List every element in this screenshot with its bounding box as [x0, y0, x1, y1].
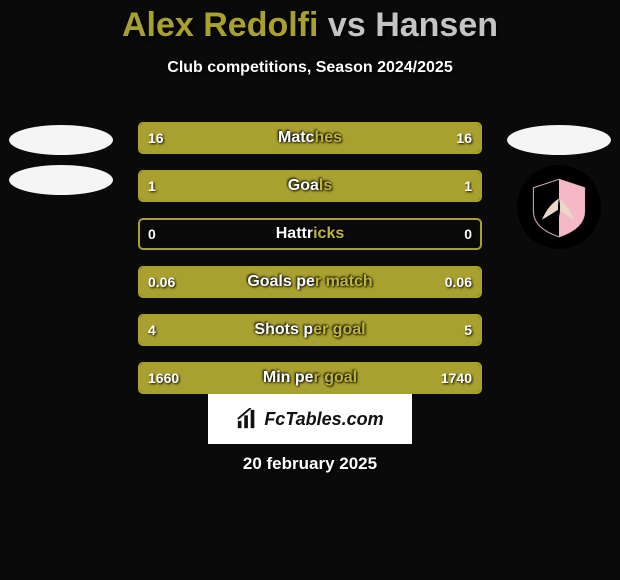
stat-value-right: 5: [456, 316, 480, 344]
stat-bar-row: 45Shots per goal: [138, 314, 482, 346]
source-badge: FcTables.com: [208, 394, 412, 444]
subtitle: Club competitions, Season 2024/2025: [0, 59, 620, 77]
stat-value-left: 0.06: [140, 268, 183, 296]
stat-value-left: 4: [140, 316, 164, 344]
player-left-photo-placeholder: [9, 125, 113, 155]
title-player-left: Alex Redolfi: [122, 6, 318, 44]
player-left-club-placeholder: [9, 165, 113, 195]
chart-icon: [236, 408, 258, 430]
stat-bar-fill-right: [290, 316, 480, 344]
source-badge-label: FcTables.com: [264, 409, 383, 430]
stat-value-left: 0: [140, 220, 164, 248]
stat-bar-row: 0.060.06Goals per match: [138, 266, 482, 298]
stat-bar-row: 1616Matches: [138, 122, 482, 154]
stat-value-left: 1: [140, 172, 164, 200]
stat-value-right: 1740: [433, 364, 480, 392]
palermo-badge-icon: [527, 175, 591, 239]
player-right-club-badge: [517, 165, 601, 249]
stat-bar-row: 0 0Hattricks: [138, 218, 482, 250]
stat-bar-fill-left: [140, 172, 310, 200]
stat-value-left: 16: [140, 124, 172, 152]
player-right-avatar-zone: [504, 115, 614, 249]
player-left-avatar-zone: [6, 115, 116, 195]
page-title: Alex Redolfi vs Hansen: [0, 0, 620, 45]
title-vs: vs: [328, 6, 366, 44]
title-player-right: Hansen: [375, 6, 498, 44]
stat-value-left: 1660: [140, 364, 187, 392]
stat-bar-row: 16601740Min per goal: [138, 362, 482, 394]
stat-bar-row: 11Goals: [138, 170, 482, 202]
stat-bar-fill-right: [310, 172, 480, 200]
snapshot-date: 20 february 2025: [0, 454, 620, 474]
stat-bars: 1616Matches11Goals00Hattricks0.060.06Goa…: [138, 122, 482, 410]
stat-value-right: 0: [456, 220, 480, 248]
player-right-photo-placeholder: [507, 125, 611, 155]
stat-value-right: 16: [448, 124, 480, 152]
stat-label: Hattricks: [140, 220, 480, 248]
stat-value-right: 0.06: [437, 268, 480, 296]
stat-value-right: 1: [456, 172, 480, 200]
